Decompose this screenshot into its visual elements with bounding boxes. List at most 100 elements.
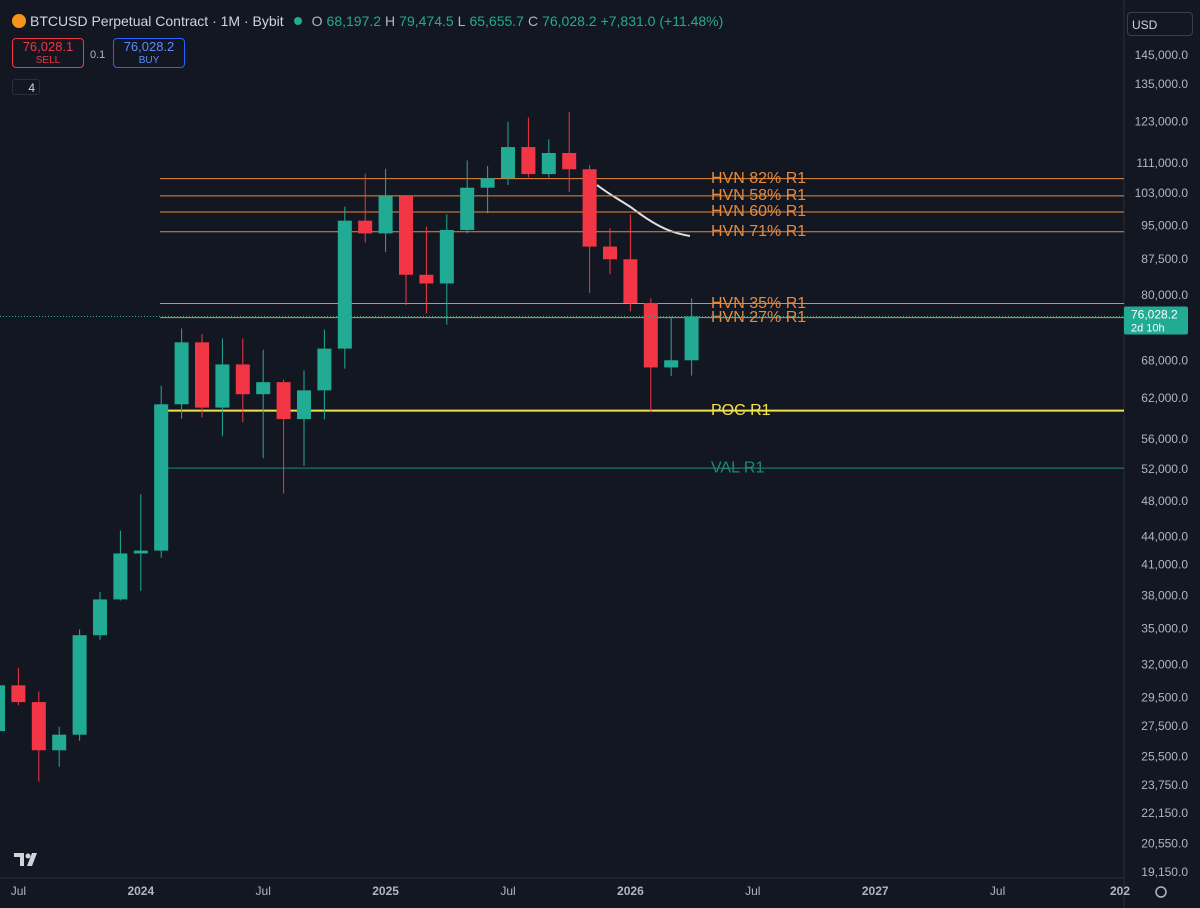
candle-body <box>460 187 475 230</box>
ohlc-value: 68,197.2 <box>326 13 382 29</box>
level-label: HVN 60% R1 <box>711 203 806 220</box>
status-dot <box>293 17 302 25</box>
candle-body <box>399 196 413 275</box>
candle-body <box>480 178 495 188</box>
level-label: HVN 35% R1 <box>711 295 806 312</box>
y-tick-label: 29,500.0 <box>1141 691 1188 705</box>
indicator-curve <box>596 184 691 237</box>
buy-button[interactable]: 76,028.2 BUY <box>113 38 185 68</box>
candle-body <box>11 685 26 703</box>
candle-body <box>215 364 230 408</box>
level-label: HVN 27% R1 <box>711 309 806 326</box>
price-tag-countdown: 2d 10h <box>1131 322 1165 334</box>
candle-body <box>297 390 311 420</box>
candle-body <box>52 734 67 751</box>
sell-button[interactable]: 76,028.1 SELL <box>12 38 84 68</box>
y-tick-label: 62,000.0 <box>1141 391 1188 405</box>
candle-body <box>684 316 699 361</box>
y-tick-label: 87,500.0 <box>1141 252 1188 266</box>
candle-body <box>31 702 46 751</box>
change: +7,831.0 (+11.48%) <box>600 13 724 29</box>
candle-body <box>439 229 454 284</box>
y-tick-label: 80,000.0 <box>1141 288 1188 302</box>
y-tick-label: 25,500.0 <box>1141 749 1188 763</box>
x-tick-label: 2025 <box>372 884 399 898</box>
candle-body <box>256 382 271 395</box>
y-tick-label: 32,000.0 <box>1141 658 1188 672</box>
price-tag <box>1124 306 1188 335</box>
y-tick-label: 23,750.0 <box>1141 778 1188 792</box>
y-tick-label: 44,000.0 <box>1141 529 1188 543</box>
y-tick-label: 22,150.0 <box>1141 806 1188 820</box>
candle-body <box>358 220 373 234</box>
x-tick-label: Jul <box>500 884 515 898</box>
x-tick-label: 202 <box>1110 884 1130 898</box>
y-tick-label: 103,000.0 <box>1135 186 1189 200</box>
ohlc-label: O <box>311 13 323 29</box>
candle-body <box>174 342 189 405</box>
buy-price: 76,028.2 <box>123 39 175 54</box>
candle-body <box>643 303 658 368</box>
ohlc-label: L <box>457 13 466 29</box>
candle-body <box>603 246 617 260</box>
y-tick-label: 95,000.0 <box>1141 219 1188 233</box>
candle-body <box>133 550 148 554</box>
ohlc-label: H <box>385 13 396 29</box>
candle-body <box>93 599 107 636</box>
y-tick-label: 68,000.0 <box>1141 354 1188 368</box>
ohlc-value: 65,655.7 <box>469 13 524 29</box>
level-label: HVN 58% R1 <box>711 187 806 204</box>
x-tick-label: 2027 <box>862 884 889 898</box>
coin-icon <box>12 14 26 28</box>
ohlc-label: C <box>527 13 539 29</box>
y-tick-label: 20,550.0 <box>1141 836 1188 850</box>
indicator-toggle[interactable]: 4 <box>12 79 40 95</box>
candle-body <box>378 196 393 234</box>
currency-select[interactable]: USD <box>1127 12 1193 36</box>
candle-body <box>582 169 597 247</box>
candle-body <box>501 147 515 179</box>
y-tick-label: 41,000.0 <box>1141 558 1188 572</box>
sell-price: 76,028.1 <box>22 39 74 54</box>
candle-body <box>623 259 638 304</box>
level-label: HVN 71% R1 <box>711 223 806 240</box>
y-tick-label: 27,500.0 <box>1141 719 1188 733</box>
candle-body <box>317 348 332 391</box>
candle-body <box>337 220 352 349</box>
candle-body <box>0 685 5 732</box>
y-tick-label: 52,000.0 <box>1141 462 1188 476</box>
candle-body <box>154 404 169 551</box>
candle-body <box>235 364 250 395</box>
price-tag-label: 76,028.2 <box>1131 308 1178 322</box>
level-label: VAL R1 <box>711 459 764 476</box>
y-tick-label: 123,000.0 <box>1135 115 1189 129</box>
x-tick-label: Jul <box>256 884 271 898</box>
level-label: HVN 82% R1 <box>711 170 806 187</box>
candle-body <box>195 342 209 408</box>
x-tick-label: Jul <box>990 884 1005 898</box>
y-tick-label: 111,000.0 <box>1136 156 1188 170</box>
tv-logo <box>14 853 37 866</box>
candle-body <box>113 553 128 600</box>
candle-body <box>72 635 87 735</box>
y-tick-label: 145,000.0 <box>1135 48 1189 62</box>
sell-label: SELL <box>35 55 61 66</box>
candle-body <box>562 153 577 170</box>
symbol: BTCUSD Perpetual Contract · 1M · Bybit <box>30 13 284 29</box>
y-tick-label: 35,000.0 <box>1141 622 1188 636</box>
level-label: POC R1 <box>711 402 771 419</box>
y-tick-label: 48,000.0 <box>1141 494 1188 508</box>
x-tick-label: 2024 <box>127 884 154 898</box>
y-tick-label: 19,150.0 <box>1141 865 1188 879</box>
header: BTCUSD Perpetual Contract · 1M · Bybit O… <box>12 13 723 29</box>
ohlc-value: 79,474.5 <box>399 13 454 29</box>
y-tick-label: 135,000.0 <box>1135 77 1189 91</box>
settings-icon[interactable] <box>1155 886 1167 898</box>
x-tick-label: Jul <box>745 884 760 898</box>
quantity: 0.1 <box>90 49 106 61</box>
x-tick-label: Jul <box>11 884 26 898</box>
plot-bg <box>0 0 1124 878</box>
candle-body <box>276 382 291 420</box>
